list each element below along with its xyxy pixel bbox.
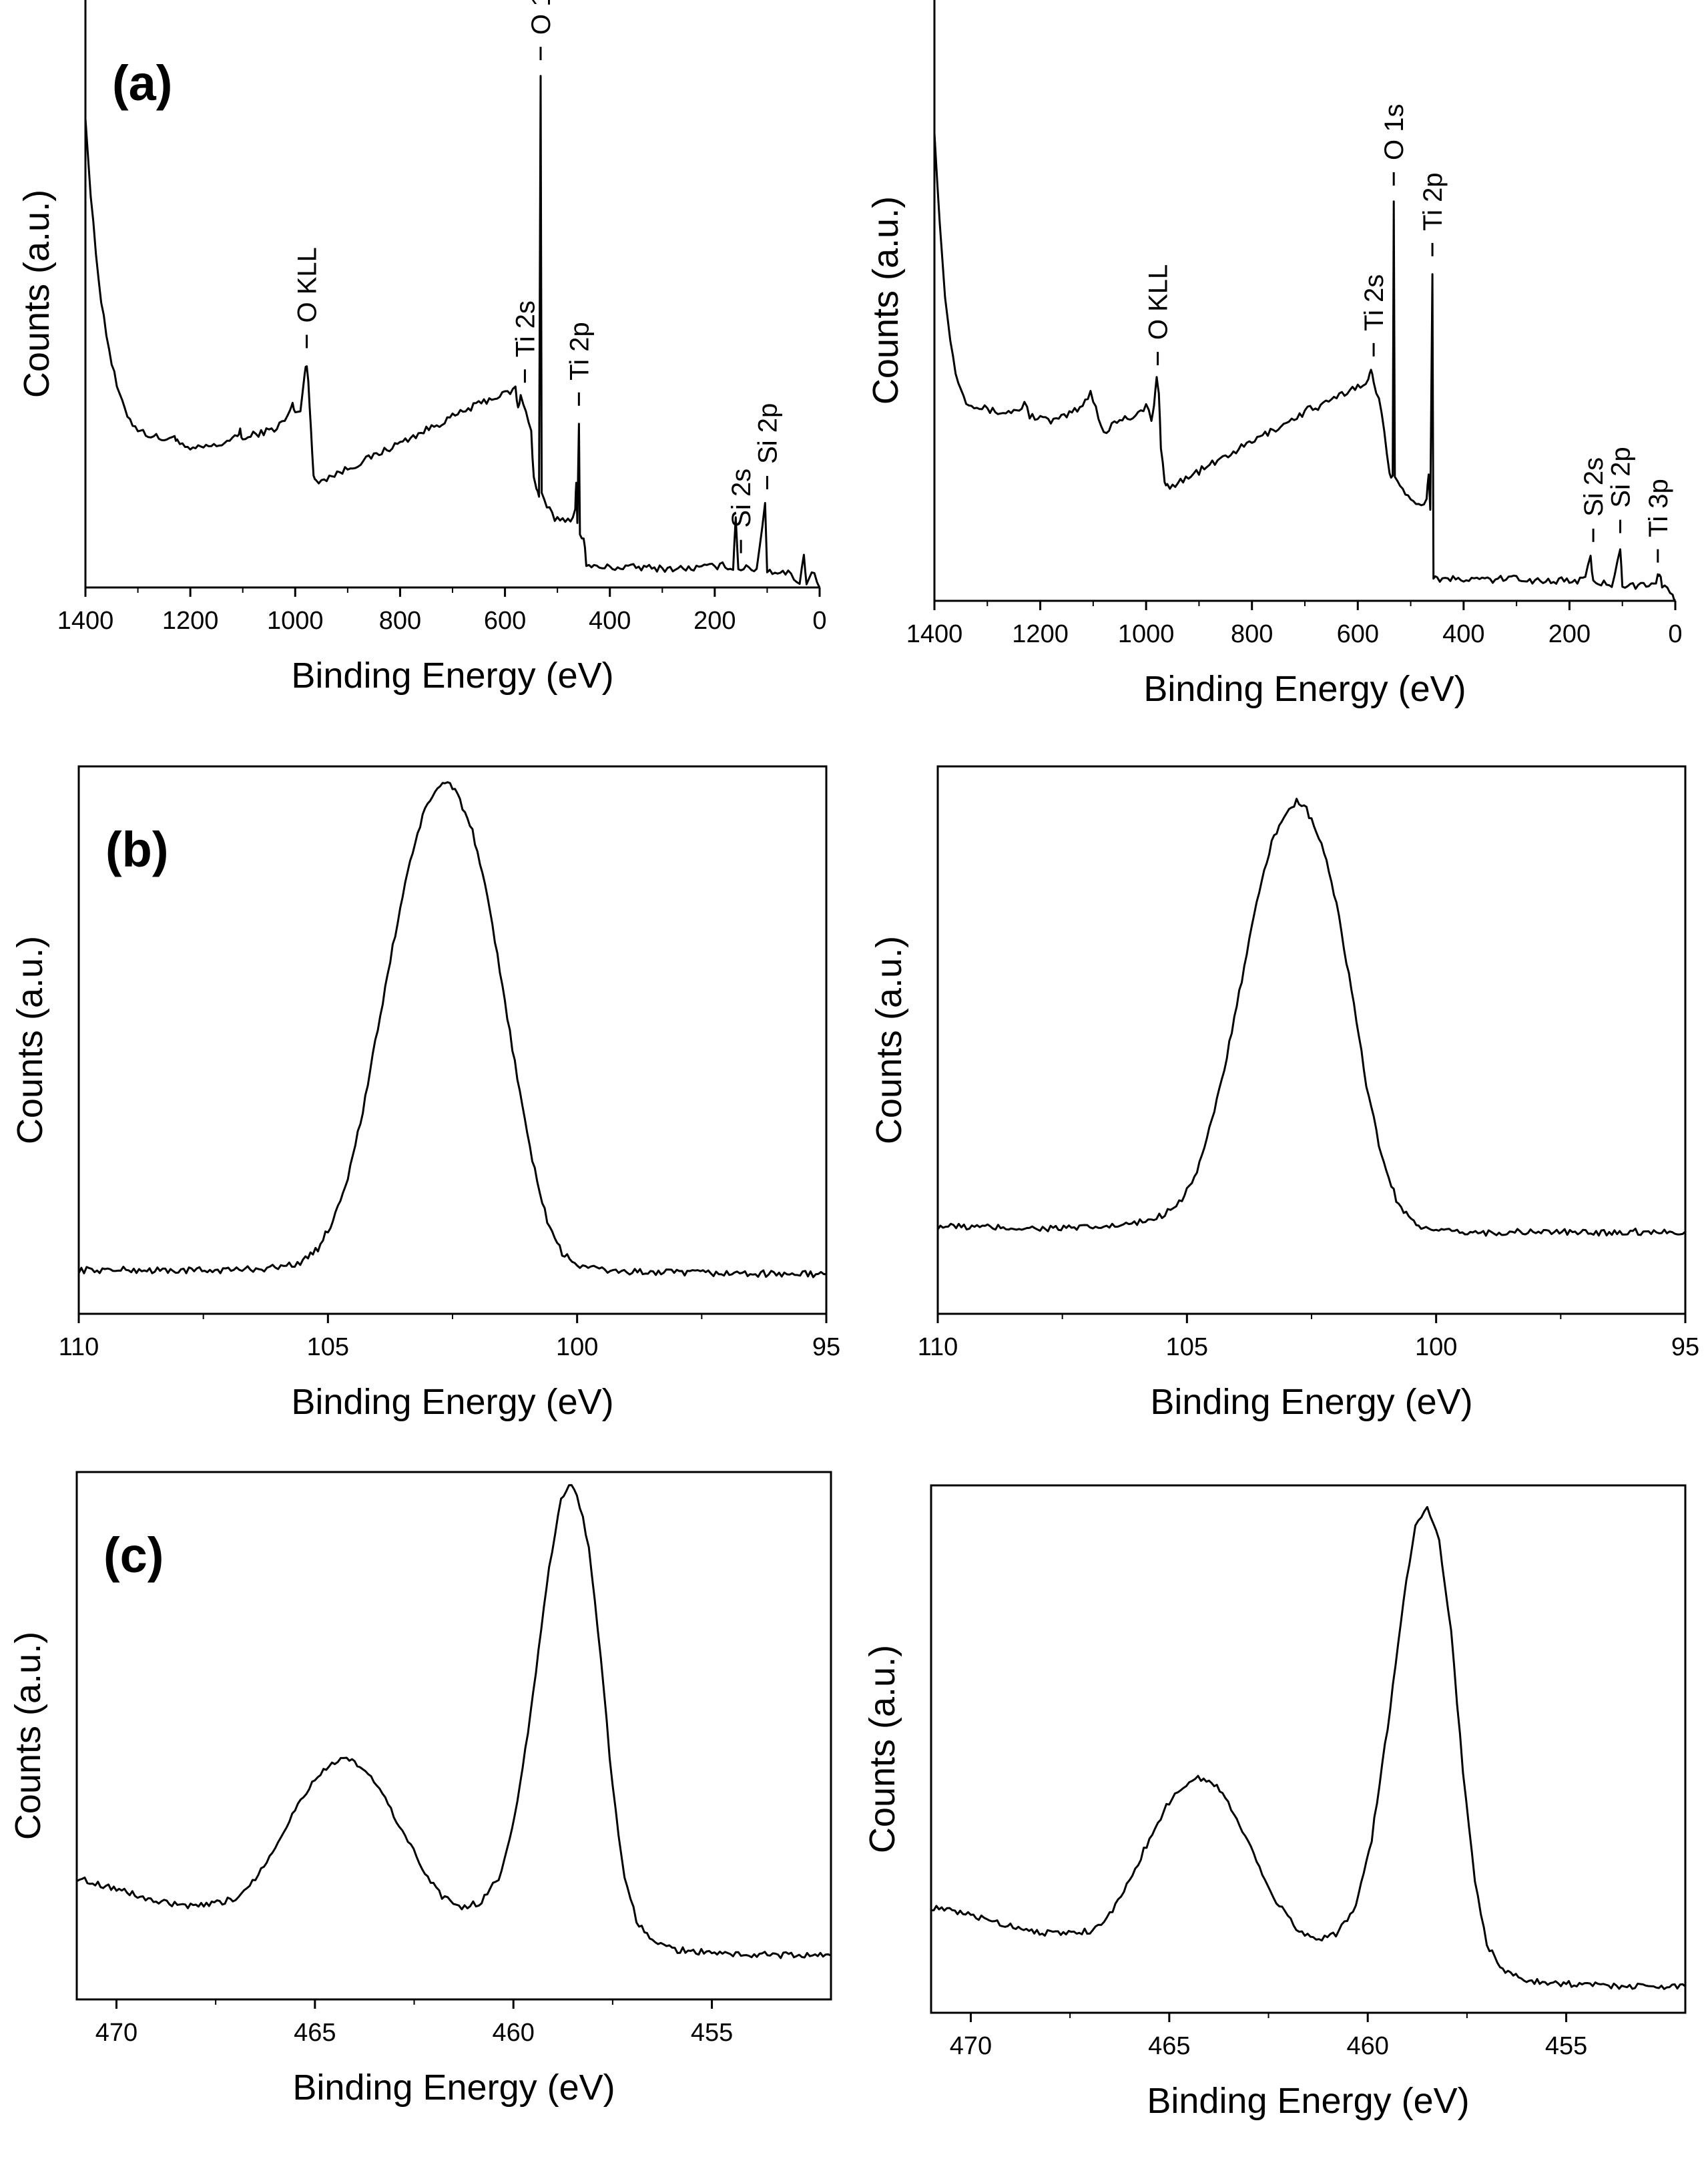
chart-panel-6: 470 465 460 455 Binding Energy (eV) Counts (a… bbox=[862, 1484, 1687, 2121]
spectrum-line bbox=[933, 133, 1677, 601]
x-axis-label: Binding Energy (eV) bbox=[1150, 1382, 1472, 1422]
x-tick-label: 400 bbox=[589, 607, 631, 635]
x-axis-label: Binding Energy (eV) bbox=[1147, 2081, 1469, 2121]
peak-label: Si 2s bbox=[1579, 457, 1609, 517]
peak-label: O KLL bbox=[293, 247, 322, 322]
x-tick-label: 1200 bbox=[1012, 620, 1069, 648]
x-tick-label: 1200 bbox=[162, 607, 219, 635]
spectrum-line bbox=[936, 798, 1686, 1237]
peak-label: Ti 3p bbox=[1644, 479, 1673, 537]
y-axis-label: Counts (a.u.) bbox=[10, 936, 50, 1144]
spectrum-line bbox=[77, 781, 827, 1278]
peak-label: Ti 2s bbox=[511, 300, 540, 357]
x-tick-label: 0 bbox=[812, 607, 826, 635]
x-tick-label: 200 bbox=[1548, 620, 1591, 648]
x-tick-label: 1400 bbox=[906, 620, 963, 648]
x-tick-label: 95 bbox=[812, 1333, 840, 1361]
x-tick-label: 0 bbox=[1668, 620, 1682, 648]
spectrum-line bbox=[930, 1505, 1686, 1990]
chart-panel-5: 470 465 460 455 Binding Energy (eV) Counts (a… bbox=[8, 1471, 832, 2108]
x-tick-label: 455 bbox=[691, 2019, 733, 2047]
y-axis-label: Counts (a.u.) bbox=[862, 1645, 902, 1853]
peak-label: Si 2p bbox=[753, 403, 782, 464]
x-tick-label: 465 bbox=[294, 2019, 336, 2047]
y-axis-label: Counts (a.u.) bbox=[869, 936, 909, 1144]
x-tick-label: 600 bbox=[484, 607, 526, 635]
chart-panel-1: 1400 1200 1000 800 600 400 200 0 Binding Energy … bbox=[17, 0, 827, 696]
panel-letter: (b) bbox=[105, 822, 169, 877]
spectrum-line bbox=[84, 75, 821, 588]
peak-label: O KLL bbox=[1144, 264, 1173, 340]
x-tick-label: 200 bbox=[693, 607, 736, 635]
x-tick-label: 95 bbox=[1671, 1333, 1699, 1361]
x-tick-label: 100 bbox=[1415, 1333, 1457, 1361]
plot-frame bbox=[77, 765, 828, 1315]
chart-panel-3: 110 105 100 95 Binding Energy (eV) Counts (a.… bbox=[10, 765, 840, 1422]
x-axis-label: Binding Energy (eV) bbox=[292, 2068, 615, 2108]
x-tick-label: 1000 bbox=[1118, 620, 1175, 648]
x-tick-label: 455 bbox=[1545, 2032, 1587, 2060]
x-tick-label: 800 bbox=[379, 607, 421, 635]
x-axis-label: Binding Energy (eV) bbox=[291, 656, 613, 696]
panel-letter: (a) bbox=[112, 55, 172, 111]
x-tick-label: 105 bbox=[1166, 1333, 1208, 1361]
x-axis-label: Binding Energy (eV) bbox=[1143, 669, 1466, 709]
y-axis-label: Counts (a.u.) bbox=[866, 196, 906, 405]
x-tick-label: 600 bbox=[1337, 620, 1379, 648]
x-tick-label: 460 bbox=[493, 2019, 535, 2047]
x-tick-label: 110 bbox=[59, 1333, 99, 1361]
peak-label: Ti 2s bbox=[1360, 274, 1389, 331]
chart-panel-4: 110 105 100 95 Binding Energy (eV) Counts (a.… bbox=[869, 765, 1699, 1422]
peak-label: Ti 2p bbox=[565, 322, 594, 380]
x-tick-label: 1000 bbox=[267, 607, 324, 635]
peak-label: O 1s bbox=[1380, 104, 1409, 160]
x-tick-label: 100 bbox=[556, 1333, 598, 1361]
y-axis-label: Counts (a.u.) bbox=[8, 1632, 48, 1840]
x-tick-label: 470 bbox=[950, 2032, 992, 2060]
peak-label: O 1s bbox=[527, 0, 556, 35]
x-tick-label: 1400 bbox=[57, 607, 114, 635]
spectrum-line bbox=[76, 1484, 832, 1959]
chart-panel-2: 1400 1200 1000 800 600 400 200 0 Binding Energy … bbox=[866, 0, 1683, 709]
x-tick-label: 465 bbox=[1148, 2032, 1190, 2060]
plot-frame bbox=[930, 1484, 1687, 2014]
x-tick-label: 460 bbox=[1347, 2032, 1389, 2060]
panel-letter: (c) bbox=[103, 1527, 164, 1583]
x-tick-label: 470 bbox=[95, 2019, 137, 2047]
peak-label: Si 2s bbox=[727, 469, 756, 528]
peak-label: Si 2p bbox=[1607, 447, 1636, 507]
y-axis-label: Counts (a.u.) bbox=[17, 190, 57, 398]
plot-frame bbox=[75, 1471, 832, 2001]
x-tick-label: 800 bbox=[1231, 620, 1273, 648]
x-tick-label: 400 bbox=[1442, 620, 1484, 648]
x-axis-label: Binding Energy (eV) bbox=[291, 1382, 613, 1422]
peak-label: Ti 2p bbox=[1418, 172, 1448, 230]
x-tick-label: 110 bbox=[918, 1333, 958, 1361]
x-tick-label: 105 bbox=[307, 1333, 349, 1361]
